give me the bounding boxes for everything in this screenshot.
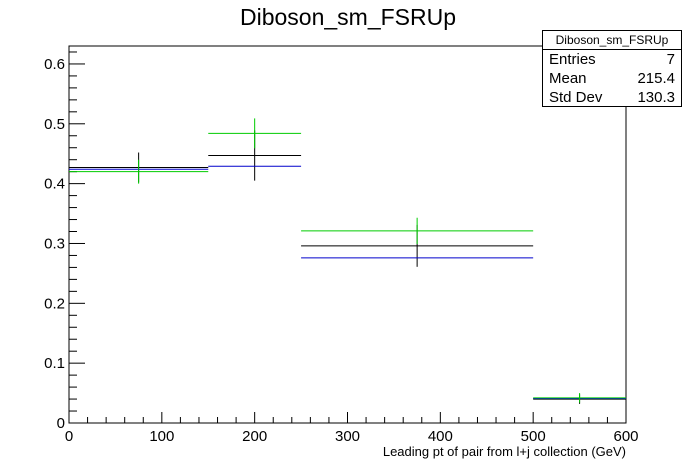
series-layer xyxy=(69,118,626,404)
entries-label: Entries xyxy=(549,51,596,68)
series-1 xyxy=(69,165,626,399)
y-tick-label: 0.4 xyxy=(44,176,65,193)
y-tick-label: 0.5 xyxy=(44,116,65,133)
stats-row-stddev: Std Dev 130.3 xyxy=(543,88,681,107)
entries-value: 7 xyxy=(666,51,675,68)
x-tick-label: 0 xyxy=(65,428,73,445)
y-tick-label: 0.2 xyxy=(44,295,65,312)
x-axis-label: Leading pt of pair from l+j collection (… xyxy=(383,444,626,459)
y-tick-label: 0.3 xyxy=(44,235,65,252)
stddev-label: Std Dev xyxy=(549,89,603,106)
x-tick-label: 500 xyxy=(521,428,546,445)
x-tick-label: 100 xyxy=(149,428,174,445)
mean-label: Mean xyxy=(549,70,587,87)
x-tick-label: 300 xyxy=(335,428,360,445)
mean-value: 215.4 xyxy=(637,70,675,87)
stats-box: Diboson_sm_FSRUp Entries 7 Mean 215.4 St… xyxy=(542,30,682,107)
stats-row-mean: Mean 215.4 xyxy=(543,69,681,88)
x-tick-label: 400 xyxy=(428,428,453,445)
chart-title: Diboson_sm_FSRUp xyxy=(239,4,457,30)
y-tick-label: 0.6 xyxy=(44,56,65,73)
stddev-value: 130.3 xyxy=(637,89,675,106)
x-tick-label: 200 xyxy=(242,428,267,445)
axes: 0 100 200 300 400 500 600 0 0.1 0.2 0.3 0.4 0.5 0.6 xyxy=(44,51,639,445)
stats-box-title: Diboson_sm_FSRUp xyxy=(543,31,681,50)
y-tick-label: 0 xyxy=(57,415,65,432)
x-tick-label: 600 xyxy=(613,428,638,445)
stats-row-entries: Entries 7 xyxy=(543,50,681,69)
series-2 xyxy=(69,118,626,403)
y-tick-label: 0.1 xyxy=(44,355,65,372)
